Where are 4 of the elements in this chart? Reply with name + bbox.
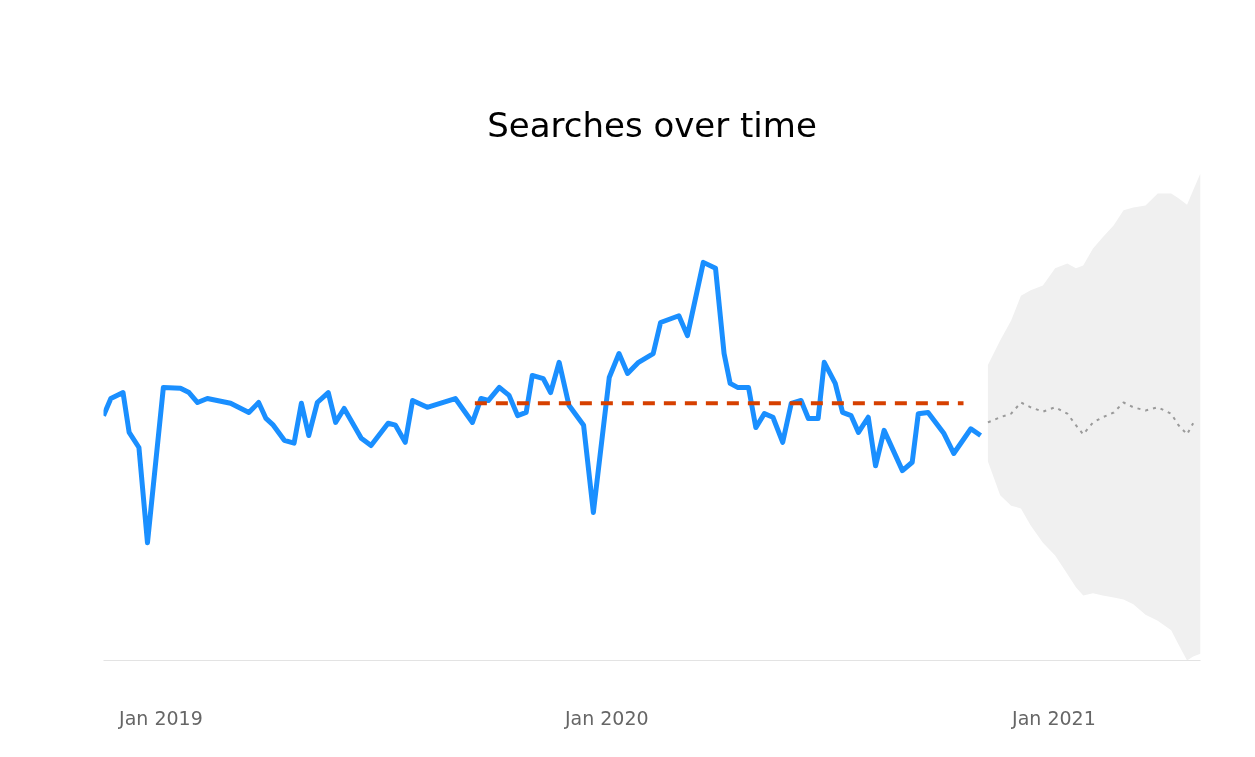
x-tick-label: Jan 2020	[563, 706, 649, 729]
x-tick-label: Jan 2019	[118, 706, 203, 729]
chart-title: Searches over time	[487, 104, 817, 145]
x-tick-label: Jan 2021	[1011, 706, 1096, 729]
